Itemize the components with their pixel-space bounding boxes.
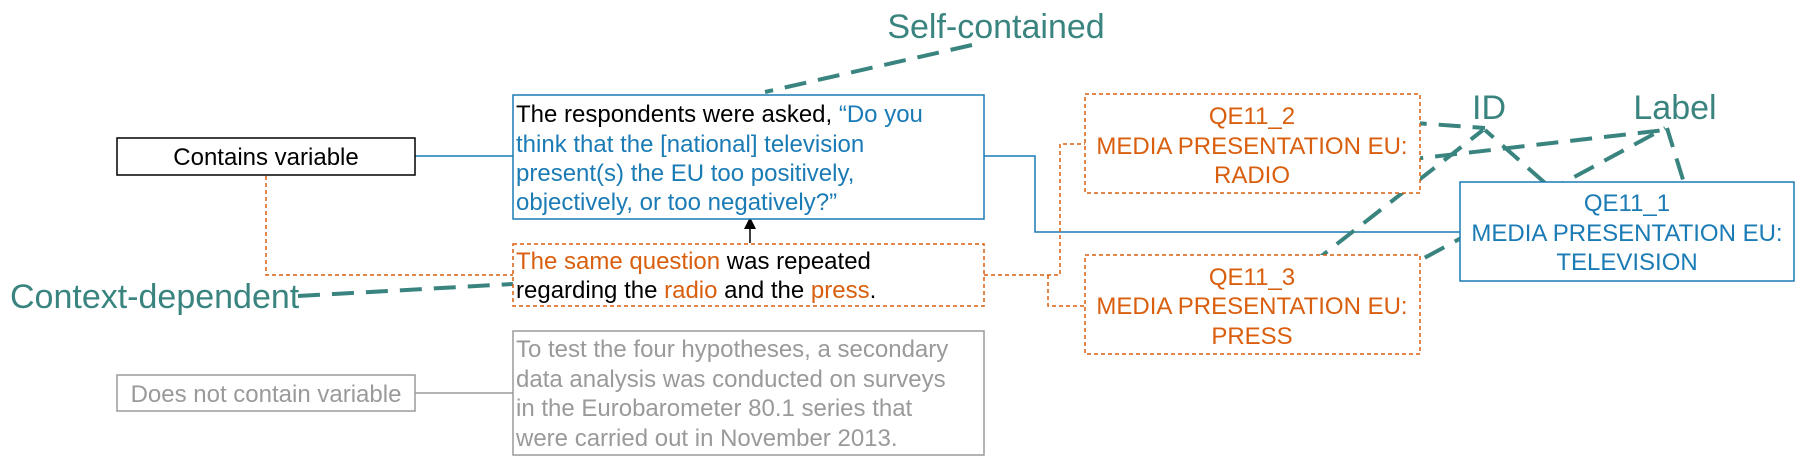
id-pointer-radio: [1302, 113, 1486, 130]
variable-tv-id: QE11_1: [1584, 190, 1670, 217]
question-line-2: think that the [national] television: [516, 131, 864, 158]
method-line-2: data analysis was conducted on surveys: [516, 366, 946, 393]
not-contains-variable-label: Does not contain variable: [131, 381, 402, 408]
question-line-3: present(s) the EU too positively,: [516, 160, 854, 187]
context-dependent-annotation: Context-dependent: [10, 278, 300, 316]
not-contains-variable-box: Does not contain variable: [116, 374, 416, 412]
variable-box-tv: QE11_1 MEDIA PRESENTATION EU: TELEVISION: [1459, 181, 1795, 282]
variable-radio-label-2: RADIO: [1214, 162, 1290, 189]
question-to-tv-variable-connector: [984, 155, 1460, 233]
repeat-to-radio-connector: [984, 143, 1085, 276]
contains-variable-label: Contains variable: [173, 144, 358, 171]
repeat-period: .: [870, 277, 877, 304]
repeat-same-question: The same question: [516, 248, 720, 275]
repeat-press: press: [811, 277, 870, 304]
method-sentence-box: To test the four hypotheses, a secondary…: [512, 330, 985, 456]
repeat-line-1: The same question was repeated: [516, 248, 871, 275]
variable-press-label-2: PRESS: [1211, 323, 1292, 350]
repeat-radio: radio: [664, 277, 717, 304]
variable-box-press: QE11_3 MEDIA PRESENTATION EU: PRESS: [1084, 254, 1421, 355]
repeat-to-press-connector: [1047, 275, 1085, 307]
self-contained-pointer: [764, 43, 973, 94]
method-line-4: were carried out in November 2013.: [515, 425, 898, 452]
repeat-was-repeated: was repeated: [720, 248, 871, 275]
question-line-1: The respondents were asked, “Do you: [516, 101, 923, 128]
variable-tv-label-2: TELEVISION: [1556, 249, 1697, 276]
context-dependent-pointer: [297, 282, 514, 298]
connectors: [265, 143, 1460, 394]
method-line-3: in the Eurobarometer 80.1 series that: [516, 395, 913, 422]
variable-box-radio: QE11_2 MEDIA PRESENTATION EU: RADIO: [1084, 93, 1421, 194]
repeat-and-the: and the: [717, 277, 810, 304]
contains-to-repeat-connector: [265, 176, 513, 276]
variable-tv-label-1: MEDIA PRESENTATION EU:: [1471, 220, 1782, 247]
question-line-4: objectively, or too negatively?”: [516, 189, 837, 216]
contains-variable-box: Contains variable: [116, 137, 416, 176]
self-contained-annotation: Self-contained: [887, 8, 1104, 46]
repeat-sentence-box: The same question was repeated regarding…: [512, 243, 985, 307]
question-intro: The respondents were asked,: [516, 101, 839, 128]
method-line-1: To test the four hypotheses, a secondary: [516, 336, 948, 363]
repeat-line-2: regarding the radio and the press.: [516, 277, 876, 304]
variable-press-id: QE11_3: [1209, 264, 1295, 291]
id-annotation: ID: [1472, 89, 1506, 127]
variable-radio-id: QE11_2: [1209, 103, 1295, 130]
question-quote-start: “Do you: [839, 101, 923, 128]
variable-radio-label-1: MEDIA PRESENTATION EU:: [1096, 133, 1407, 160]
repeat-regarding: regarding the: [516, 277, 664, 304]
question-sentence-box: The respondents were asked, “Do you thin…: [512, 94, 985, 220]
variable-press-label-1: MEDIA PRESENTATION EU:: [1096, 293, 1407, 320]
label-annotation: Label: [1633, 89, 1716, 127]
label-pointer-radio: [1299, 128, 1666, 174]
